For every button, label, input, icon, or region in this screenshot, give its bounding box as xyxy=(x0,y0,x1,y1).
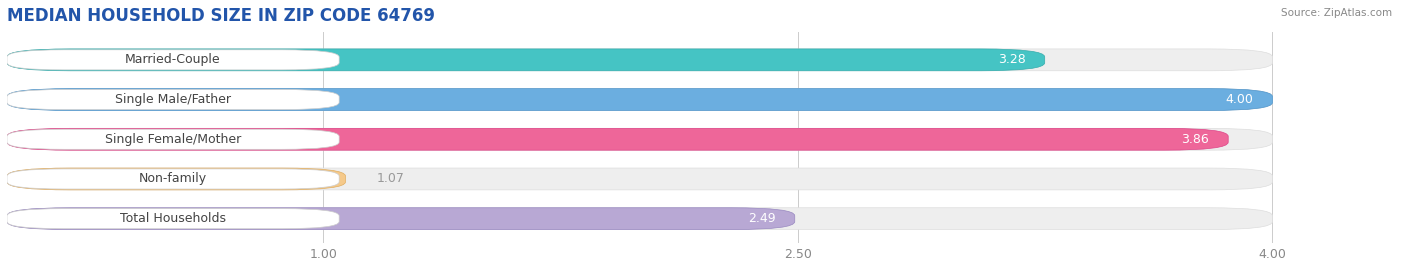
Text: Single Male/Father: Single Male/Father xyxy=(115,93,231,106)
FancyBboxPatch shape xyxy=(7,90,339,110)
FancyBboxPatch shape xyxy=(7,49,1045,71)
FancyBboxPatch shape xyxy=(7,168,1272,190)
FancyBboxPatch shape xyxy=(7,168,346,190)
FancyBboxPatch shape xyxy=(7,129,339,149)
FancyBboxPatch shape xyxy=(7,89,1272,110)
FancyBboxPatch shape xyxy=(7,128,1272,150)
Text: 2.49: 2.49 xyxy=(748,212,776,225)
Text: Single Female/Mother: Single Female/Mother xyxy=(105,133,242,146)
Text: 4.00: 4.00 xyxy=(1226,93,1254,106)
FancyBboxPatch shape xyxy=(7,208,1272,230)
FancyBboxPatch shape xyxy=(7,169,339,189)
FancyBboxPatch shape xyxy=(7,209,339,229)
Text: Non-family: Non-family xyxy=(139,173,207,185)
FancyBboxPatch shape xyxy=(7,89,1272,110)
FancyBboxPatch shape xyxy=(7,128,1229,150)
Text: Total Households: Total Households xyxy=(120,212,226,225)
Text: Source: ZipAtlas.com: Source: ZipAtlas.com xyxy=(1281,8,1392,18)
Text: 1.07: 1.07 xyxy=(377,173,405,185)
FancyBboxPatch shape xyxy=(7,49,1272,71)
FancyBboxPatch shape xyxy=(7,208,794,230)
FancyBboxPatch shape xyxy=(7,50,339,70)
Text: Married-Couple: Married-Couple xyxy=(125,53,221,66)
Text: 3.86: 3.86 xyxy=(1181,133,1209,146)
Text: 3.28: 3.28 xyxy=(998,53,1026,66)
Text: MEDIAN HOUSEHOLD SIZE IN ZIP CODE 64769: MEDIAN HOUSEHOLD SIZE IN ZIP CODE 64769 xyxy=(7,7,434,25)
